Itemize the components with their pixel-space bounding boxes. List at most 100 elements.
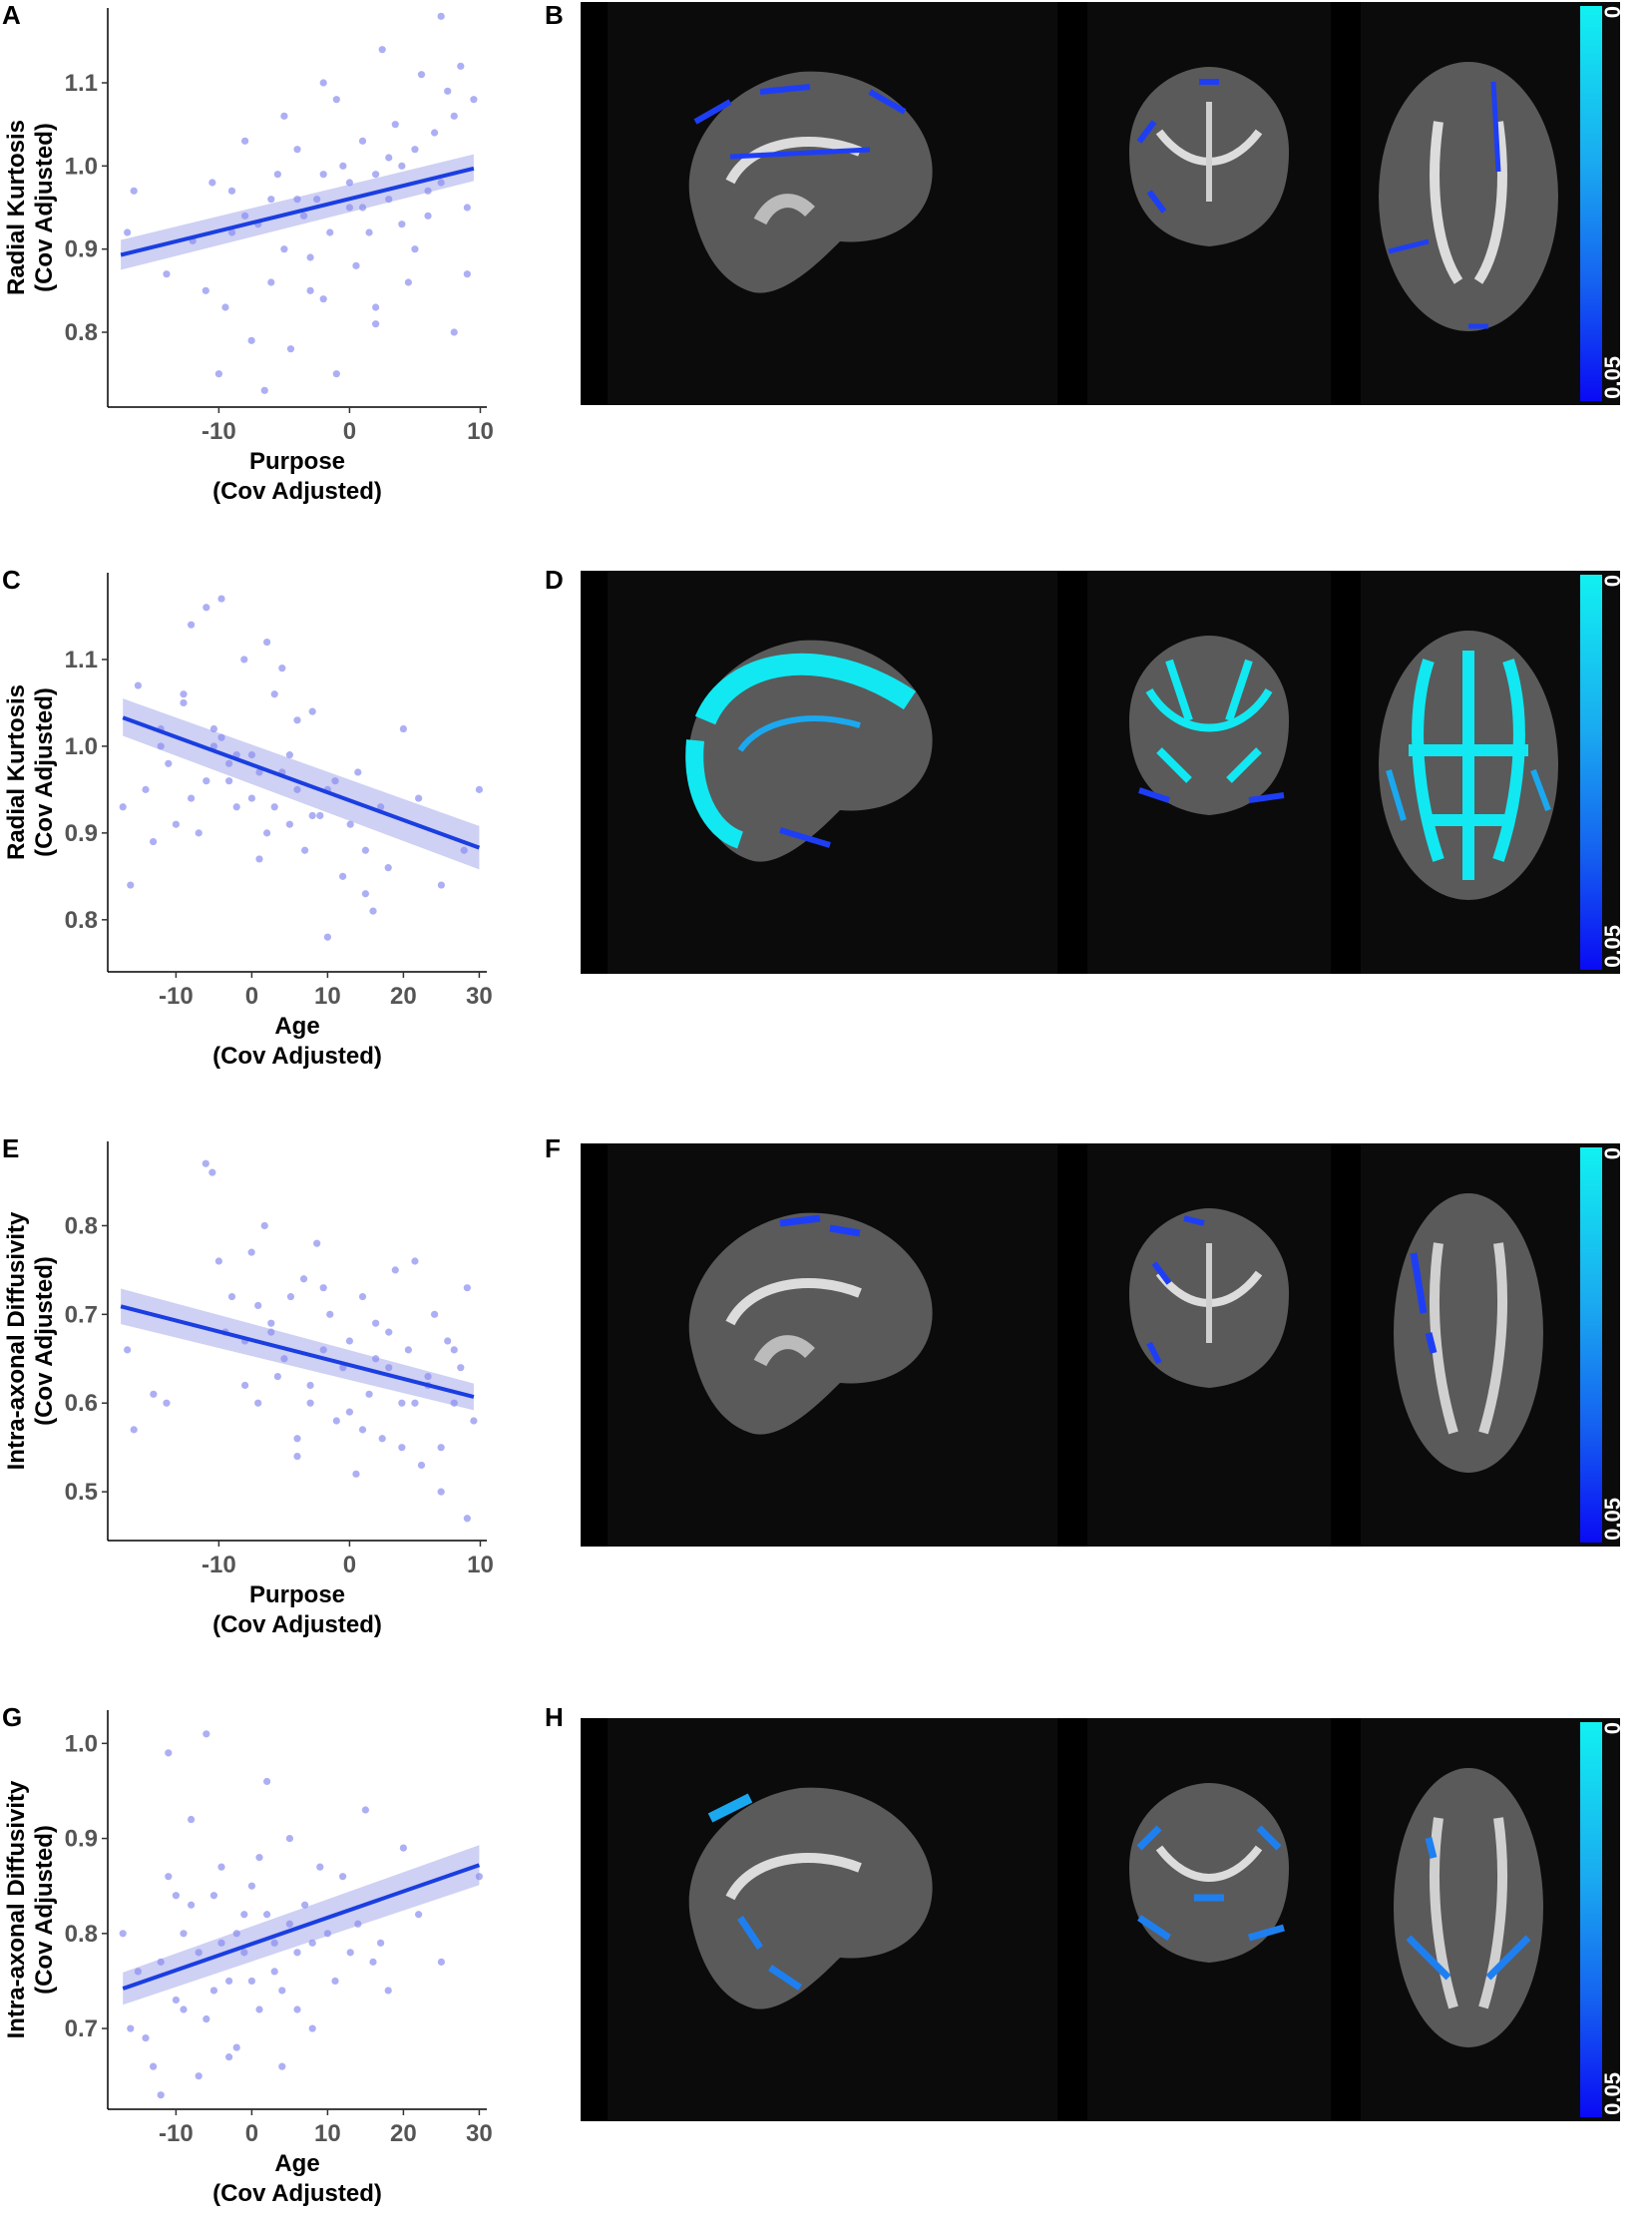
data-point [361,1806,369,1814]
y-tick-label: 0.9 [65,1826,98,1853]
colorbar [1580,575,1602,970]
data-point [332,96,340,104]
data-point [450,328,458,336]
data-point [209,1987,217,1995]
data-point [225,2053,233,2061]
data-point [346,1949,354,1957]
data-point [306,286,314,294]
data-point [404,278,412,286]
data-point [378,46,386,54]
data-point [306,1381,314,1390]
data-point [285,820,293,828]
regression-line [120,1304,475,1399]
data-point [399,724,407,733]
data-point [339,872,347,880]
data-point [165,759,173,767]
x-tick-label: 0 [343,1552,356,1578]
data-point [332,1417,340,1425]
data-point [293,1452,301,1461]
data-point [202,286,209,294]
data-point [385,1364,393,1372]
x-tick-label: -10 [159,2120,194,2147]
data-point [293,716,301,724]
coronal-slice [1129,1783,1289,1963]
data-point [255,855,263,863]
data-point [345,204,354,212]
data-point [361,846,369,854]
data-point [209,1892,217,1900]
data-point [475,1873,483,1881]
data-point [316,1863,324,1871]
data-point [437,881,445,889]
axial-slice [1379,62,1558,331]
data-point [180,2006,188,2013]
data-point [203,604,210,612]
data-point [460,846,468,854]
data-point [358,204,367,212]
data-point [267,278,275,286]
axial-slice [1394,1193,1543,1473]
data-point [417,71,426,79]
data-point [150,2062,158,2070]
colorbar-top-label: 0 [1600,1147,1620,1160]
data-point [354,1920,362,1928]
y-tick-label: 0.7 [65,2015,98,2042]
data-point [332,370,340,378]
colorbar [1580,1147,1602,1543]
data-point [372,1319,380,1327]
data-point [163,1399,171,1407]
data-point [225,1977,233,1986]
brain-maps-h: 0 0.05 [581,1718,1620,2121]
data-point [195,829,203,837]
x-axis-title: Purpose [249,1581,345,1608]
data-point [293,1949,301,1957]
data-point [411,245,419,253]
y-axis-title: Intra-axonal Diffusivity [3,1211,30,1470]
data-point [280,1355,288,1363]
sagittal-slice [688,1212,933,1435]
data-point [263,1777,271,1786]
data-point [437,1444,445,1452]
data-point [232,2043,240,2051]
data-point [240,212,249,220]
data-point [180,1930,188,1938]
data-point [450,112,458,120]
y-tick-label: 1.1 [65,70,98,97]
colorbar-bottom-label: 0.05 [1600,356,1620,399]
panel-label-a: A [2,0,21,30]
data-point [180,690,188,698]
data-point [352,1470,360,1478]
data-point [430,129,439,137]
data-point [301,846,309,854]
y-tick-label: 1.0 [65,1730,98,1757]
data-point [358,1292,367,1301]
data-point [391,1266,399,1274]
data-point [369,1958,377,1966]
data-point [124,228,132,236]
data-point [326,228,334,236]
y-tick-label: 0.9 [65,820,98,847]
data-point [130,1426,138,1434]
data-point [301,1901,309,1909]
data-point [217,1863,225,1871]
data-point [308,1939,316,1947]
data-point [255,768,263,776]
data-point [142,2033,150,2042]
data-point [157,1958,165,1966]
data-point [214,370,222,378]
data-point [354,768,362,776]
x-axis-title: Age [274,1013,319,1040]
data-point [188,621,196,629]
data-point [227,1292,236,1301]
data-point [385,196,393,204]
y-tick-label: 0.8 [65,319,98,346]
data-point [384,864,392,872]
data-point [399,1844,407,1852]
data-point [411,146,419,154]
data-point [127,2024,135,2032]
data-point [398,162,406,170]
colorbar-bottom-label: 0.05 [1600,2072,1620,2115]
data-point [323,933,331,941]
data-point [299,212,308,220]
